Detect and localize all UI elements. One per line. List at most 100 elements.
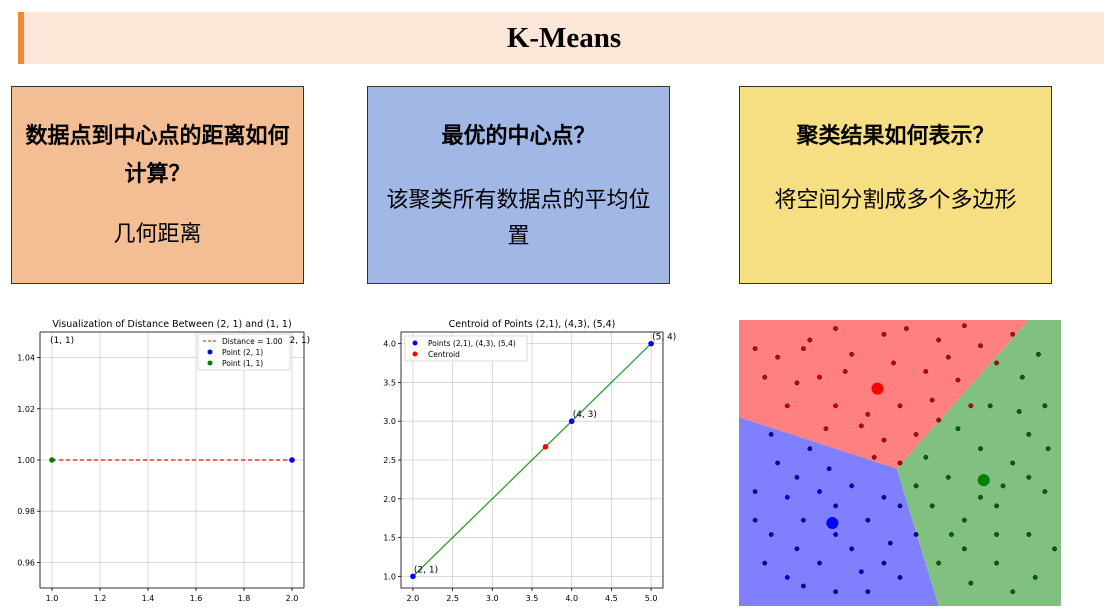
chart-title: Centroid of Points (2,1), (4,3), (5,4) <box>449 319 616 330</box>
connecting-line <box>412 343 652 577</box>
cluster-point <box>833 403 839 409</box>
data-point <box>410 573 416 580</box>
cluster-point <box>842 369 848 374</box>
legend-marker <box>412 351 418 357</box>
plot-frame <box>39 331 305 589</box>
cluster-point <box>1000 483 1006 489</box>
point-annotation: (2, 1) <box>286 336 310 346</box>
cluster-centroid <box>826 517 839 530</box>
cluster-point <box>752 489 758 495</box>
cluster-point <box>913 532 919 537</box>
cluster-point <box>987 403 993 409</box>
y-tick-label: 1.02 <box>17 405 35 414</box>
y-tick-label: 0.98 <box>17 507 35 516</box>
cluster-point <box>768 432 774 437</box>
data-point <box>648 340 654 347</box>
legend-label: Centroid <box>428 350 460 359</box>
legend-label: Point (2, 1) <box>222 348 263 357</box>
cluster-point <box>968 403 974 409</box>
data-point <box>289 457 295 463</box>
cluster-point <box>913 483 919 489</box>
cluster-point <box>994 560 1000 566</box>
card-centroid: 最优的中心点？ 该聚类所有数据点的平均位置 <box>367 86 670 284</box>
cluster-point <box>1010 589 1016 595</box>
cluster-point <box>936 417 942 423</box>
cluster-point <box>762 374 768 380</box>
cluster-point <box>762 560 768 566</box>
cluster-point <box>881 437 887 443</box>
card-answer: 将空间分割成多个多边形 <box>774 188 1017 213</box>
cluster-point <box>817 560 822 566</box>
chart-title: Visualization of Distance Between (2, 1)… <box>52 319 291 330</box>
cluster-point <box>945 354 951 360</box>
y-tick-label: 1.00 <box>17 456 35 465</box>
point-annotation: (4, 3) <box>573 410 597 420</box>
cluster-point <box>978 343 983 349</box>
x-tick-label: 1.2 <box>94 594 107 603</box>
page-title: K-Means <box>506 21 622 54</box>
cluster-point <box>1010 460 1016 466</box>
cluster-point <box>833 503 839 509</box>
cluster-point <box>881 494 887 500</box>
cluster-point <box>961 323 967 329</box>
x-tick-label: 1.0 <box>46 594 59 603</box>
cluster-point <box>949 532 954 537</box>
cluster-point <box>794 474 800 480</box>
cluster-point <box>881 331 887 337</box>
x-tick-label: 1.8 <box>238 594 251 603</box>
cluster-point <box>1042 403 1048 409</box>
cluster-point <box>897 460 903 466</box>
cluster-point <box>865 589 871 595</box>
cluster-point <box>1016 409 1022 414</box>
x-tick-label: 1.6 <box>190 594 203 603</box>
point-annotation: (2, 1) <box>414 565 438 575</box>
cluster-point <box>923 369 929 374</box>
centroid-chart: Centroid of Points (2,1), (4,3), (5,4) 2.… <box>383 319 676 603</box>
title-banner: K-Means <box>18 12 1104 64</box>
x-tick-label: 2.0 <box>286 594 299 603</box>
cluster-point <box>817 374 822 380</box>
cluster-point <box>794 546 800 552</box>
cluster-point <box>833 532 839 537</box>
y-tick-label: 3.0 <box>383 417 396 426</box>
cluster-point <box>865 411 871 417</box>
cluster-point <box>978 446 983 452</box>
y-tick-label: 0.96 <box>17 558 35 567</box>
card-question: 最优的中心点？ <box>441 123 596 149</box>
cluster-point <box>823 426 829 432</box>
cluster-point <box>1052 546 1057 552</box>
cluster-point <box>897 403 903 409</box>
cluster-point <box>891 360 896 366</box>
card-result: 聚类结果如何表示？ 将空间分割成多个多边形 <box>739 86 1052 284</box>
card-question: 聚类结果如何表示？ <box>796 123 995 149</box>
data-point <box>49 457 55 463</box>
cluster-point <box>897 574 903 580</box>
cluster-region <box>896 320 1061 606</box>
point-annotation: (1, 1) <box>50 336 74 346</box>
x-tick-label: 3.0 <box>486 594 499 603</box>
cluster-point <box>929 503 935 509</box>
cluster-point <box>807 446 813 452</box>
cluster-point <box>775 460 781 466</box>
cluster-point <box>817 489 822 495</box>
legend-label: Point (1, 1) <box>222 359 263 368</box>
cluster-point <box>955 377 961 383</box>
card-question: 数据点到中心点的距离如何计算？ <box>25 123 290 187</box>
cluster-point <box>794 380 800 386</box>
cluster-point <box>961 546 967 552</box>
cluster-point <box>923 454 929 460</box>
y-tick-label: 3.5 <box>383 378 396 387</box>
cluster-point <box>945 474 951 480</box>
data-point <box>568 418 575 425</box>
cluster-point <box>897 503 903 509</box>
legend-marker <box>207 349 213 355</box>
cluster-point <box>858 423 864 429</box>
x-tick-label: 2.5 <box>446 594 459 603</box>
card-answer: 几何距离 <box>113 222 202 247</box>
cluster-point <box>752 346 758 351</box>
cluster-point <box>994 503 1000 509</box>
cluster-point <box>826 466 832 472</box>
y-tick-label: 2.0 <box>383 495 396 504</box>
cluster-point <box>961 517 967 523</box>
data-point <box>542 444 549 450</box>
